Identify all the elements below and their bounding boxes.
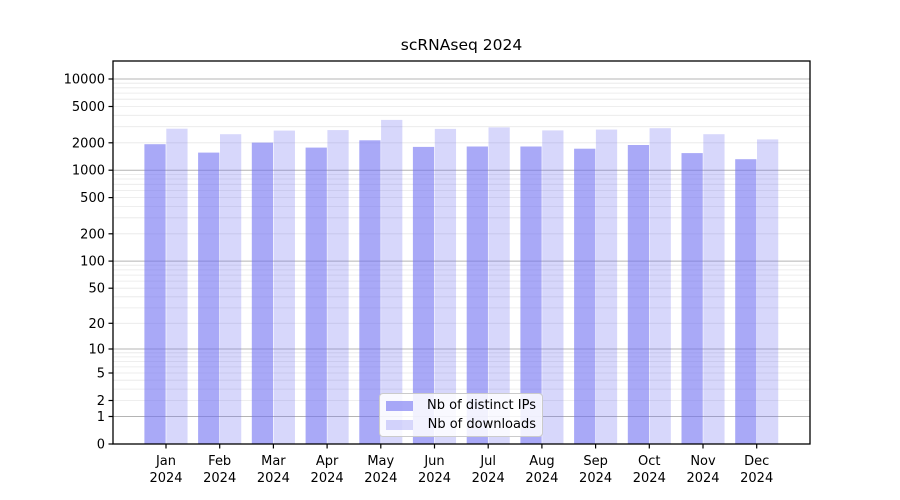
x-tick-label-year: 2024 xyxy=(472,471,505,486)
y-tick-label: 10000 xyxy=(64,73,105,88)
y-tick-label: 1 xyxy=(97,410,105,425)
x-tick-label-year: 2024 xyxy=(579,471,612,486)
bar-downloads-2 xyxy=(273,130,295,444)
y-tick-label: 20 xyxy=(88,317,105,332)
bars-distinct-ips xyxy=(144,140,757,445)
bar-distinct-ips-7 xyxy=(520,146,542,444)
bar-distinct-ips-10 xyxy=(681,153,703,444)
y-tick-label: 50 xyxy=(88,282,105,297)
x-tick-label-year: 2024 xyxy=(633,471,666,486)
x-tick-label-year: 2024 xyxy=(311,471,344,486)
bar-downloads-10 xyxy=(703,134,725,444)
bar-distinct-ips-11 xyxy=(735,159,757,444)
bar-downloads-6 xyxy=(488,127,510,445)
bar-distinct-ips-0 xyxy=(144,144,166,444)
x-axis-ticks: Jan 2024 Feb 2024 Mar 2024 Apr 2024 May 2024 Jun 20… xyxy=(149,444,773,486)
y-tick-label: 2000 xyxy=(72,136,105,151)
legend-swatch-downloads xyxy=(386,419,413,430)
legend-label-distinct-ips: Nb of distinct IPs xyxy=(427,398,536,413)
bar-distinct-ips-4 xyxy=(359,140,381,445)
x-tick-label-year: 2024 xyxy=(203,471,236,486)
x-tick-label: May xyxy=(367,454,394,469)
bar-downloads-11 xyxy=(757,139,779,444)
y-tick-label: 1000 xyxy=(72,164,105,179)
bars-downloads xyxy=(166,119,779,445)
bar-downloads-7 xyxy=(542,130,564,444)
bar-downloads-5 xyxy=(434,128,457,444)
x-tick-label: Apr xyxy=(316,454,339,469)
x-tick-label: Sep xyxy=(583,454,608,469)
bar-distinct-ips-5 xyxy=(412,146,435,444)
bar-distinct-ips-6 xyxy=(466,146,488,444)
plot-box xyxy=(112,60,811,445)
y-tick-label: 200 xyxy=(80,227,105,242)
x-tick-label-year: 2024 xyxy=(418,471,451,486)
y-tick-label: 0 xyxy=(97,438,105,453)
legend: Nb of distinct IPs Nb of downloads xyxy=(379,393,543,437)
y-tick-label: 2 xyxy=(97,394,105,409)
bar-distinct-ips-1 xyxy=(198,152,220,444)
bar-downloads-9 xyxy=(649,128,671,444)
x-tick-label-year: 2024 xyxy=(740,471,773,486)
bar-distinct-ips-2 xyxy=(251,142,274,444)
bar-downloads-4 xyxy=(381,119,403,445)
x-tick-label-year: 2024 xyxy=(149,471,182,486)
legend-item-downloads: Nb of downloads xyxy=(386,418,536,431)
x-tick-label: Dec xyxy=(744,454,769,469)
x-tick-label: Jun xyxy=(423,454,444,469)
x-tick-label-year: 2024 xyxy=(686,471,719,486)
bar-downloads-0 xyxy=(166,128,188,444)
bar-distinct-ips-3 xyxy=(305,147,327,444)
x-tick-label-year: 2024 xyxy=(525,471,558,486)
bar-downloads-3 xyxy=(327,130,349,444)
y-tick-label: 5 xyxy=(97,367,105,382)
x-tick-label: Aug xyxy=(529,454,554,469)
legend-swatch-distinct-ips xyxy=(386,400,413,411)
x-tick-label: Jul xyxy=(479,454,496,469)
bar-distinct-ips-8 xyxy=(574,148,596,444)
y-tick-label: 5000 xyxy=(72,100,105,115)
bar-distinct-ips-9 xyxy=(627,145,650,444)
legend-label-downloads: Nb of downloads xyxy=(427,417,536,432)
chart-title: scRNAseq 2024 xyxy=(400,36,523,54)
legend-item-distinct-ips: Nb of distinct IPs xyxy=(386,399,536,412)
bar-downloads-8 xyxy=(595,129,618,444)
bar-downloads-1 xyxy=(220,134,242,444)
x-tick-label: Nov xyxy=(690,454,716,469)
x-tick-label: Mar xyxy=(261,454,286,469)
y-tick-label: 10 xyxy=(88,343,105,358)
x-tick-label: Oct xyxy=(638,454,660,469)
y-tick-label: 500 xyxy=(80,191,105,206)
x-tick-label-year: 2024 xyxy=(364,471,397,486)
y-axis-ticks: 0 12 5 10 20 50 100 200 500 1000 2000 5000 10000 xyxy=(64,73,113,453)
x-tick-label-year: 2024 xyxy=(257,471,290,486)
x-tick-label: Feb xyxy=(208,454,231,469)
y-tick-label: 100 xyxy=(80,255,105,270)
x-tick-label: Jan xyxy=(155,454,176,469)
